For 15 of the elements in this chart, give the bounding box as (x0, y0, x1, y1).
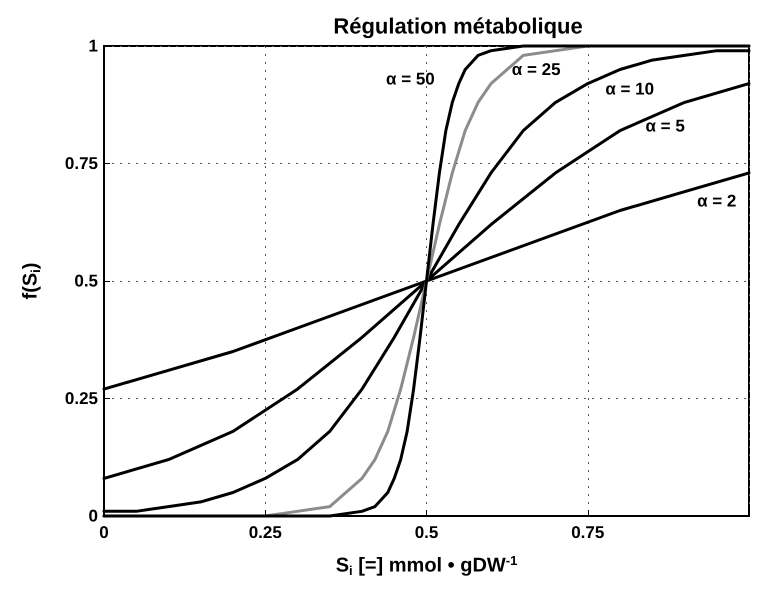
series-label: α = 25 (512, 60, 561, 79)
x-tick-label: 0.5 (414, 523, 438, 542)
x-tick-label: 0.25 (248, 523, 282, 542)
y-tick-label: 1 (88, 36, 98, 56)
series-label: α = 2 (697, 192, 736, 211)
chart-title: Régulation métabolique (333, 14, 583, 38)
series-label: α = 5 (646, 116, 685, 136)
series-label: α = 10 (605, 80, 654, 99)
y-axis-title: f(Si) (20, 262, 43, 300)
y-tick-label: 0.75 (64, 154, 98, 173)
y-tick-label: 0.5 (74, 272, 98, 290)
series-label: α = 50 (386, 69, 435, 88)
x-tick-label: 0.75 (571, 523, 604, 542)
y-tick-label: 0 (88, 506, 98, 526)
y-tick-label: 0.25 (64, 389, 98, 408)
